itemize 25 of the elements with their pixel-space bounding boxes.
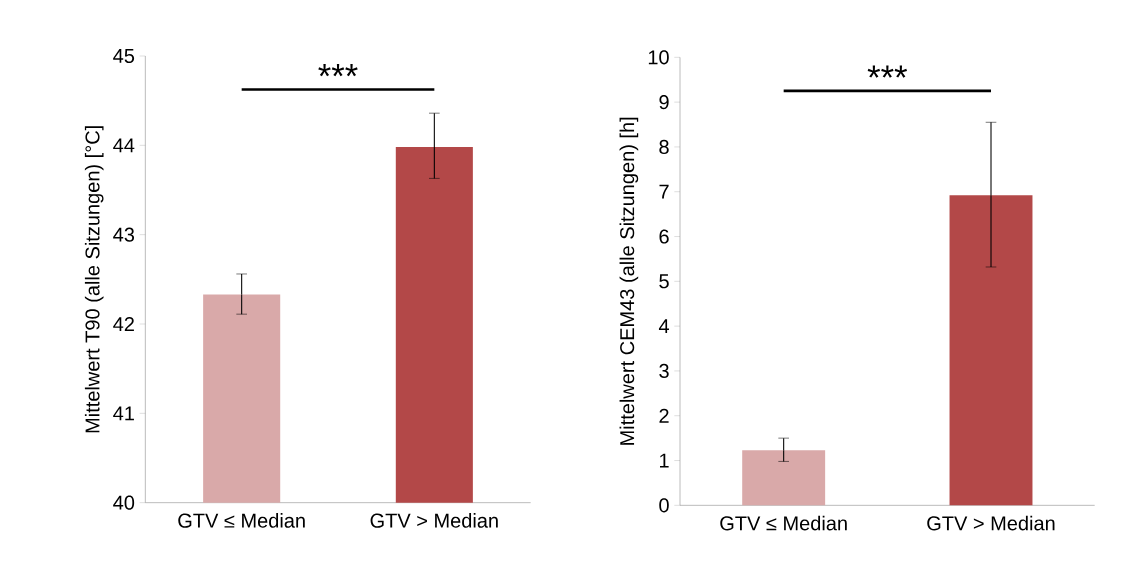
y-tick-label: 1 bbox=[660, 453, 669, 468]
y-tick-label: 6 bbox=[659, 229, 669, 244]
y-tick-label: 2 bbox=[659, 408, 669, 423]
y-tick-label: 7 bbox=[659, 184, 669, 199]
y-tick-label: 4 bbox=[658, 319, 670, 334]
x-tick-label: GTV ≤ Median bbox=[720, 515, 847, 531]
y-tick-label: 45 bbox=[113, 49, 135, 63]
y-tick-label: 43 bbox=[113, 227, 135, 242]
y-tick-label: 0 bbox=[659, 498, 669, 513]
y-tick-label: 5 bbox=[659, 274, 669, 289]
y-axis-title: Mittelwert T90 (alle Sitzungen) [°C] bbox=[84, 126, 104, 433]
y-axis-title: Mittelwert CEM43 (alle Sitzungen) [h] bbox=[619, 117, 639, 445]
y-tick-label: 40 bbox=[113, 495, 135, 510]
y-tick-label: 9 bbox=[659, 95, 669, 110]
x-tick-label: GTV ≤ Median bbox=[178, 513, 305, 528]
x-tick-label: GTV > Median bbox=[370, 513, 498, 528]
y-tick-label: 8 bbox=[659, 139, 669, 154]
y-tick-label: 10 bbox=[648, 50, 669, 65]
y-tick-label: 3 bbox=[659, 363, 669, 379]
annotation: *** bbox=[318, 64, 358, 77]
x-tick-label: GTV > Median bbox=[927, 515, 1055, 531]
y-tick-label: 41 bbox=[113, 406, 134, 421]
y-tick-label: 42 bbox=[113, 317, 134, 331]
y-tick-label: 44 bbox=[113, 138, 135, 153]
annotation: *** bbox=[867, 65, 908, 78]
